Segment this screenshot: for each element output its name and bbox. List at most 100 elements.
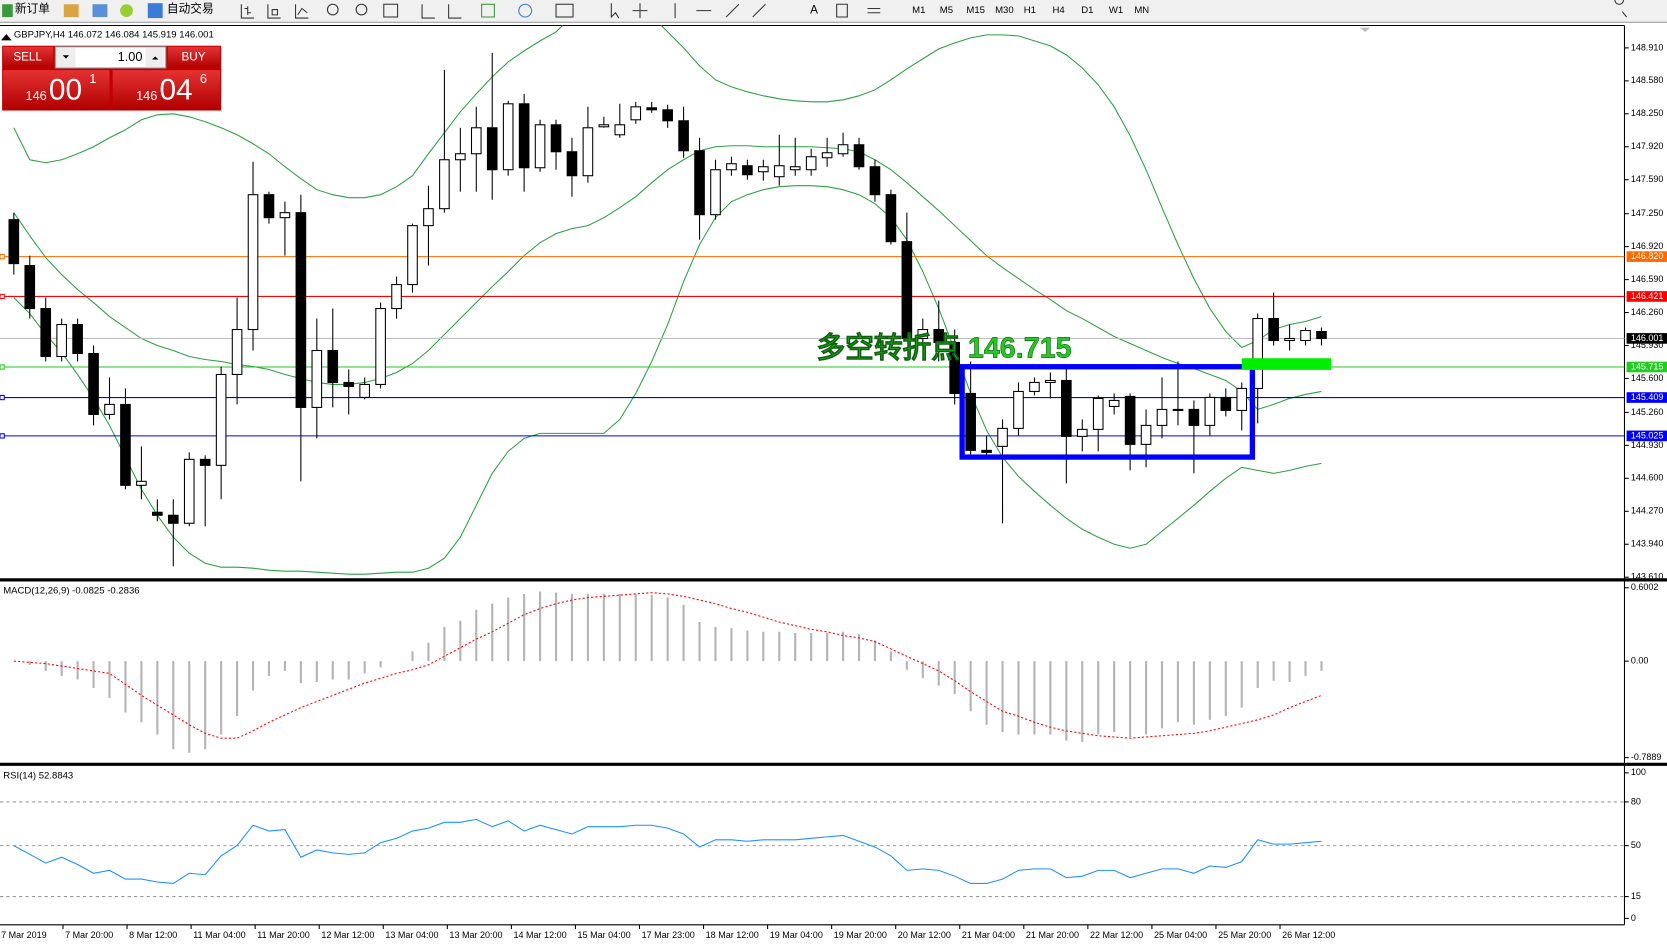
x-tick-label: 11 Mar 20:00	[257, 930, 309, 940]
timeframe-button[interactable]: D1	[1081, 5, 1093, 16]
bollinger-band	[13, 25, 1322, 349]
candle-body	[917, 328, 929, 340]
y-tick-label: 15	[1631, 891, 1641, 901]
candle-body	[439, 159, 450, 210]
level-label-bg	[1626, 392, 1667, 403]
candle-body	[1013, 390, 1024, 429]
timeframe-button[interactable]: M5	[940, 5, 953, 16]
y-tick-label: -0.7889	[1631, 752, 1662, 762]
icon	[421, 4, 462, 19]
candle-body	[1076, 428, 1088, 437]
y-tick-label: 148.910	[1631, 42, 1664, 52]
candle-body	[1252, 318, 1264, 389]
y-tick-label: 147.920	[1631, 141, 1664, 151]
candle-body	[1156, 408, 1168, 426]
level-marker	[0, 293, 5, 300]
candle-body	[1236, 387, 1248, 411]
icon	[92, 4, 108, 18]
timeframe-button[interactable]: H4	[1053, 5, 1066, 16]
candle-body	[423, 208, 434, 227]
x-tick-label: 18 Mar 12:00	[706, 930, 759, 940]
buy-price-box[interactable]	[112, 70, 221, 110]
annotation: 多空转折点 146.715	[816, 331, 1071, 364]
level-label-bg	[1626, 361, 1667, 373]
y-tick-label: 147.590	[1631, 174, 1664, 184]
sell-price-box[interactable]	[3, 70, 110, 110]
y-tick-label: 146.260	[1631, 307, 1664, 317]
timeframe-button[interactable]: M15	[966, 5, 985, 16]
candle-body	[104, 403, 115, 415]
timeframe-button[interactable]: W1	[1109, 5, 1123, 16]
candle-body	[311, 349, 323, 408]
rsi-line	[13, 818, 1322, 885]
timeframe-button[interactable]: M1	[912, 5, 925, 16]
candle-body	[550, 124, 562, 153]
level-label-bg	[1626, 430, 1667, 442]
y-tick-label: 143.940	[1631, 539, 1664, 549]
sell-price-main: 00	[49, 73, 82, 106]
x-tick-label: 7 Mar 2019	[1, 930, 47, 940]
candle-body	[773, 165, 785, 178]
level-marker	[0, 394, 5, 401]
lot-spinner[interactable]	[54, 46, 167, 69]
auto-trading-button[interactable]: 自动交易	[167, 2, 214, 16]
timeframe-button[interactable]: MN	[1134, 5, 1149, 16]
candle-body	[805, 156, 817, 171]
auto-trading-icon	[147, 3, 163, 19]
y-tick-label: 143.610	[1631, 572, 1664, 582]
y-tick-label: 0.00	[1631, 656, 1649, 666]
pivot-marker	[1241, 358, 1332, 370]
candle-body	[566, 151, 578, 177]
level-label: 145.715	[1631, 361, 1664, 371]
shift-marker	[1359, 27, 1371, 32]
icon	[295, 4, 309, 19]
y-tick-label: 80	[1631, 796, 1641, 806]
x-tick-label: 19 Mar 20:00	[834, 930, 887, 940]
candle-body	[24, 265, 36, 310]
y-tick-label: 146.590	[1631, 274, 1664, 284]
candle-body	[455, 153, 466, 161]
lot-value[interactable]: 1.00	[118, 49, 143, 64]
candle-body	[1092, 397, 1104, 430]
candle-body	[1124, 395, 1136, 445]
candle-body	[1140, 424, 1152, 445]
level-marker	[0, 253, 5, 260]
current-price-label: 146.001	[1631, 333, 1664, 343]
price-panel	[0, 25, 1625, 575]
timeframe-button[interactable]: H1	[1024, 5, 1036, 16]
candle-body	[614, 124, 626, 136]
buy-label[interactable]: BUY	[181, 50, 205, 63]
candle-body	[1029, 381, 1040, 392]
level-label: 145.409	[1631, 392, 1664, 402]
candle-body	[598, 124, 610, 128]
new-order-icon	[2, 4, 13, 18]
toolbar-icons	[240, 3, 881, 19]
candle-body	[837, 144, 849, 155]
candle-body	[486, 127, 498, 171]
candle-body	[295, 212, 307, 408]
macd-panel	[13, 591, 1323, 753]
new-order-button[interactable]: 新订单	[15, 2, 50, 16]
sell-button[interactable]	[3, 46, 54, 69]
icon	[267, 4, 281, 19]
buy-price-pip: 6	[200, 71, 207, 86]
candle-body	[152, 511, 163, 516]
candle-body	[789, 166, 801, 171]
sell-label[interactable]: SELL	[13, 50, 42, 63]
y-tick-label: 148.580	[1631, 75, 1664, 85]
candle-body	[630, 106, 642, 121]
candle-body	[726, 163, 737, 171]
y-tick-label: 144.600	[1631, 473, 1664, 483]
search-icon[interactable]	[1614, 0, 1628, 18]
axes: 148.910 148.580 148.250 147.920 147.590 147.2…	[0, 42, 1667, 940]
candle-body	[247, 194, 259, 331]
candle-body	[821, 152, 833, 159]
timeframe-button[interactable]: M30	[995, 5, 1014, 16]
x-tick-label: 21 Mar 04:00	[962, 930, 1015, 940]
buy-button[interactable]	[167, 46, 221, 69]
candle-body	[885, 194, 897, 243]
text-tool[interactable]: A	[810, 4, 818, 17]
x-tick-label: 21 Mar 20:00	[1026, 930, 1079, 940]
candle-body	[470, 127, 482, 155]
